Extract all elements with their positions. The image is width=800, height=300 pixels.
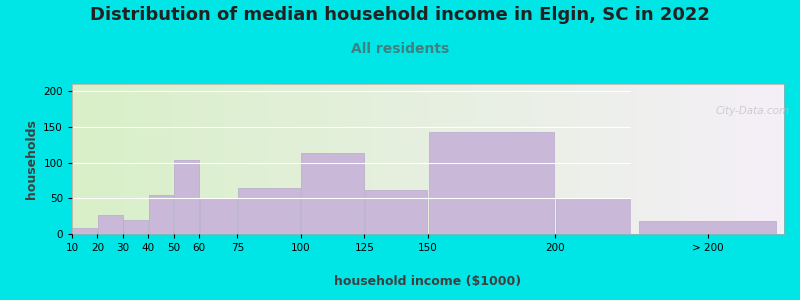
Text: All residents: All residents [351, 42, 449, 56]
Bar [149, 195, 174, 234]
Bar [98, 215, 122, 234]
Text: City-Data.com: City-Data.com [715, 106, 790, 116]
Bar [365, 190, 427, 234]
Bar [302, 153, 364, 234]
Bar [123, 220, 148, 234]
Text: Distribution of median household income in Elgin, SC in 2022: Distribution of median household income … [90, 6, 710, 24]
Bar [199, 198, 237, 234]
Bar [555, 198, 631, 234]
Bar [72, 228, 97, 234]
Bar [174, 160, 199, 234]
Bar [238, 188, 300, 234]
Bar [430, 132, 554, 234]
Y-axis label: households: households [25, 119, 38, 199]
Bar [639, 221, 776, 234]
Text: household income ($1000): household income ($1000) [334, 275, 522, 288]
